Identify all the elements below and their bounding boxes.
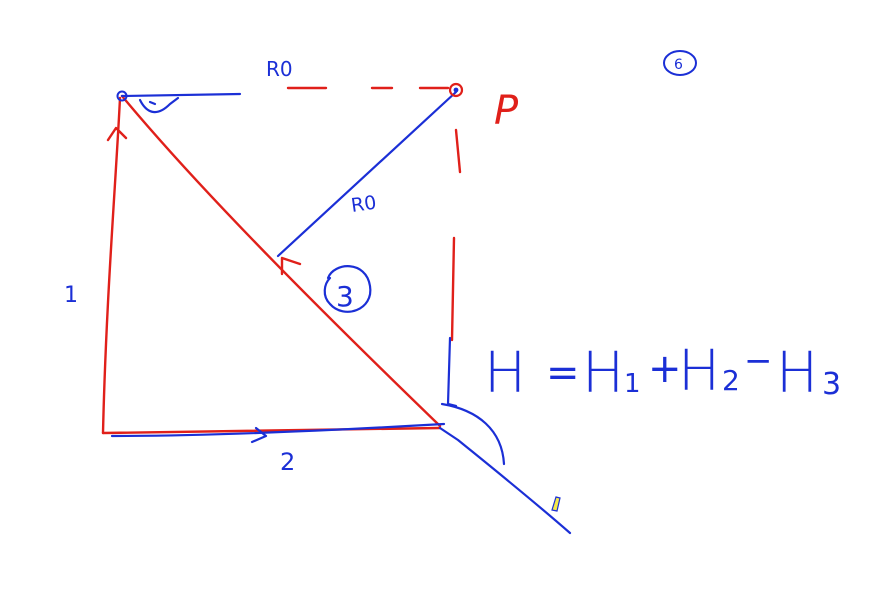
- origin-point: [116, 90, 128, 102]
- segment-3-circle: [323, 265, 372, 313]
- dashed-vertical-right: [450, 128, 462, 342]
- formula-h1-base: H: [582, 341, 624, 406]
- r0-top-label: R0: [266, 57, 293, 81]
- point-p-dot: [453, 87, 459, 93]
- segment-1-arrowhead: [106, 126, 128, 142]
- formula-plus: +: [648, 346, 682, 392]
- corner-mark-circle: [663, 50, 697, 76]
- segment-3-label: 3: [336, 280, 354, 313]
- formula-h1-subscript: 1: [624, 369, 641, 399]
- segment-2-red: [101, 426, 442, 435]
- formula-h2-base: H: [678, 339, 720, 404]
- point-p-marker: [448, 82, 464, 98]
- segment-2-blue-overlay: [110, 422, 446, 438]
- segment-2-label: 2: [280, 448, 295, 476]
- r0-diagonal-label: R0: [350, 192, 378, 217]
- r0-top-line: [120, 92, 242, 98]
- hook-curve: [440, 402, 506, 466]
- pen-cursor-icon: [551, 496, 561, 512]
- corner-mark-label: 6: [674, 57, 683, 73]
- formula-h3-subscript: 3: [822, 367, 841, 402]
- r0-diagonal-line: [276, 90, 458, 258]
- formula-minus: −: [744, 341, 773, 381]
- formula-h2-subscript: 2: [722, 364, 740, 397]
- segment-1-label: 1: [64, 283, 78, 308]
- segment-1-red: [101, 96, 122, 435]
- angle-arc: [138, 96, 180, 114]
- segment-3-red: [120, 94, 442, 428]
- extension-line: [438, 426, 572, 535]
- formula-h: H: [484, 341, 526, 406]
- formula: H = H 1 + H 2 − H 3: [484, 339, 841, 406]
- vertical-right-blue: [446, 336, 458, 408]
- formula-equals: =: [546, 350, 580, 396]
- segment-3-arrowhead: [280, 256, 302, 276]
- angle-mark: [148, 100, 157, 106]
- segment-2-arrowhead: [250, 426, 268, 444]
- formula-h3-base: H: [776, 341, 818, 406]
- point-p-label: P: [494, 88, 519, 134]
